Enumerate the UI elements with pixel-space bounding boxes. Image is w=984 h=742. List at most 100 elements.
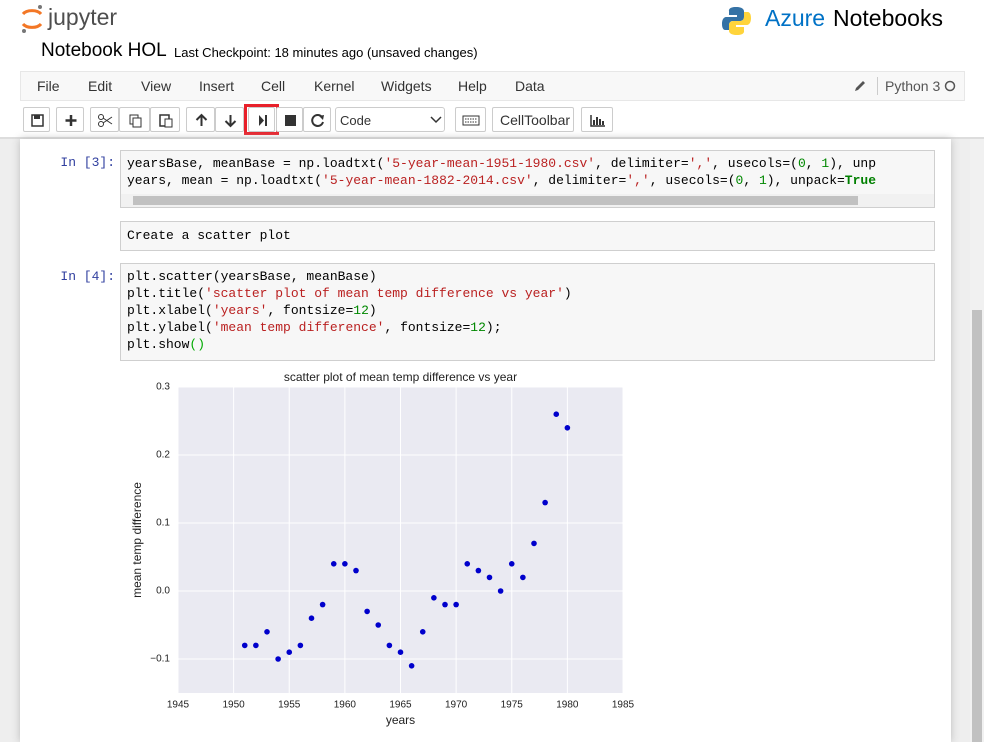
code-line: plt.xlabel('years', fontsize=12) — [127, 303, 377, 318]
point — [520, 574, 526, 581]
code-token: 12 — [470, 320, 486, 335]
code-input[interactable]: plt.scatter(yearsBase, meanBase) plt.titl… — [120, 263, 935, 361]
code-token: 12 — [353, 303, 369, 318]
menu-item[interactable]: Cell — [261, 78, 286, 94]
code-token: ), unp — [829, 156, 876, 171]
code-token: ) — [563, 286, 572, 301]
code-token: , usecols=( — [649, 173, 736, 188]
point — [475, 567, 482, 574]
menu-item[interactable]: View — [141, 78, 172, 94]
chart-button[interactable] — [581, 107, 613, 132]
code-token: yearsBase, meanBase = np.loadtxt( — [127, 156, 385, 171]
cell-toolbar-label: CellToolbar — [500, 112, 571, 128]
point — [553, 411, 560, 417]
menu-item[interactable]: Edit — [88, 78, 113, 94]
paste-button[interactable] — [150, 107, 180, 132]
cell-type-select[interactable]: Code — [335, 107, 445, 132]
code-token: , delimiter= — [595, 156, 689, 171]
menu-item[interactable]: Widgets — [381, 78, 432, 94]
point — [297, 642, 304, 649]
x-tick-label: 1975 — [501, 700, 524, 711]
code-line: years, mean = np.loadtxt('5-year-mean-18… — [127, 173, 876, 188]
code-token: ',' — [626, 173, 650, 188]
kernel-name: Python 3 — [885, 78, 941, 94]
point — [364, 608, 370, 615]
code-token: True — [844, 173, 877, 188]
x-tick-label: 1945 — [167, 700, 190, 711]
move-up-button[interactable] — [186, 107, 215, 132]
code-token: () — [189, 337, 206, 352]
move-down-button[interactable] — [215, 107, 244, 132]
code-token: ',' — [688, 156, 713, 171]
code-token: '5-year-mean-1951-1980.csv' — [384, 156, 596, 171]
code-input[interactable]: yearsBase, meanBase = np.loadtxt('5-year… — [120, 150, 935, 208]
code-line: plt.ylabel('mean temp difference', fonts… — [127, 320, 502, 335]
notebook-name[interactable]: Notebook HOL — [41, 40, 167, 61]
x-tick-label: 1965 — [389, 700, 412, 711]
code-token: 1 — [758, 173, 767, 188]
point — [264, 629, 270, 635]
restart-button[interactable] — [303, 107, 331, 132]
point — [308, 615, 315, 621]
code-token: ) — [368, 303, 377, 318]
menu-item[interactable]: Insert — [199, 78, 235, 94]
code-token: plt.scatter(yearsBase, meanBase) — [127, 269, 377, 284]
h-scrollbar-thumb[interactable] — [133, 196, 858, 205]
point — [464, 561, 471, 567]
point — [397, 649, 404, 655]
menu-item[interactable]: Help — [458, 78, 487, 94]
x-tick-label: 1950 — [223, 700, 246, 711]
add-cell-button[interactable] — [56, 107, 84, 132]
copy-button[interactable] — [119, 107, 150, 132]
prompt: In [4]: — [60, 269, 115, 284]
point — [431, 595, 437, 601]
y-tick-label: 0.3 — [156, 382, 170, 393]
header-shadow — [0, 137, 984, 139]
point — [286, 649, 293, 655]
markdown-input[interactable]: Create a scatter plot — [120, 221, 935, 251]
code-token: , — [805, 156, 822, 171]
menu-item[interactable]: File — [37, 78, 60, 94]
code-token: 'mean temp difference' — [212, 320, 385, 335]
scrollbar-thumb[interactable] — [972, 310, 982, 742]
jupyter-icon — [21, 5, 43, 33]
code-token: , — [743, 173, 759, 188]
code-token: plt.show — [127, 337, 190, 352]
menu-item[interactable]: Kernel — [314, 78, 355, 94]
point — [241, 642, 248, 649]
point — [419, 629, 426, 635]
code-token: 0 — [797, 156, 806, 171]
code-token: 0 — [735, 173, 744, 188]
code-line: plt.show() — [127, 337, 205, 352]
code-token: , fontsize= — [384, 320, 471, 335]
y-tick-label: −0.1 — [150, 654, 170, 665]
menu-bar — [20, 71, 965, 101]
point — [497, 588, 504, 594]
y-tick-label: 0.0 — [156, 586, 170, 597]
save-button[interactable] — [23, 107, 50, 132]
code-token: 1 — [821, 156, 830, 171]
y-tick-label: 0.1 — [156, 518, 170, 529]
edit-icon[interactable] — [853, 79, 867, 93]
cell-type: Code — [340, 113, 372, 128]
separator — [877, 77, 878, 95]
python-icon — [722, 7, 751, 35]
point — [564, 425, 571, 431]
point — [508, 561, 515, 567]
cut-button[interactable] — [90, 107, 119, 132]
menu-item[interactable]: Data — [515, 78, 545, 94]
point — [330, 561, 337, 567]
code-token: years, mean = np.loadtxt( — [127, 173, 323, 188]
cell-toolbar-button[interactable]: CellToolbar — [492, 107, 574, 132]
x-tick-label: 1970 — [445, 700, 468, 711]
keyboard-button[interactable] — [455, 107, 486, 132]
stop-button[interactable] — [276, 107, 303, 132]
point — [353, 567, 359, 574]
brand-azure: Azure — [765, 5, 826, 31]
logo[interactable]: jupyter — [48, 4, 118, 30]
run-button[interactable] — [248, 107, 275, 132]
x-tick-label: 1955 — [278, 700, 301, 711]
code-line: plt.scatter(yearsBase, meanBase) — [127, 269, 377, 284]
x-tick-label: 1960 — [334, 700, 357, 711]
